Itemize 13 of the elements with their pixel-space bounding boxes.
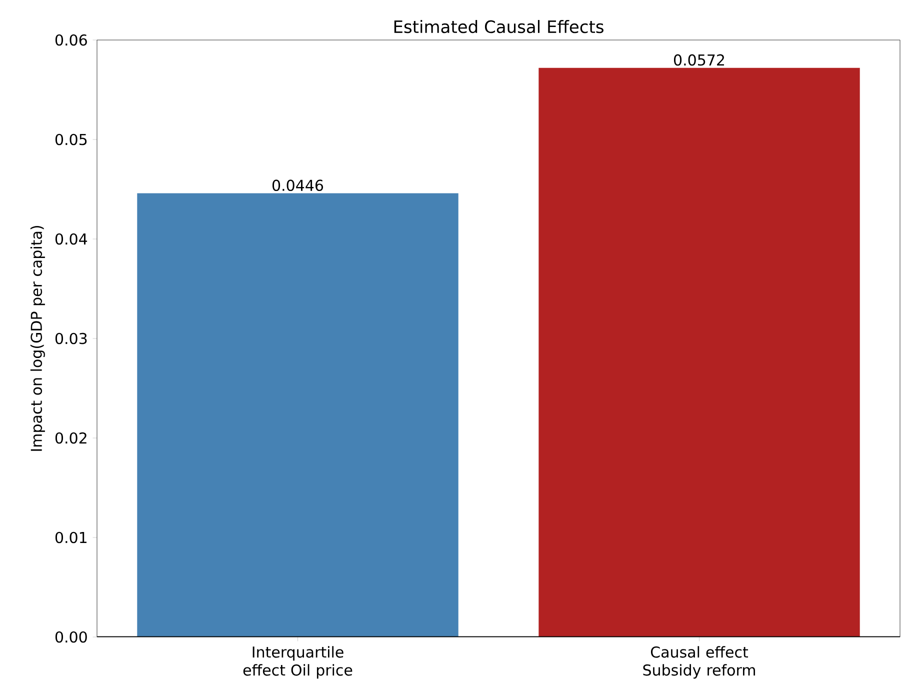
data-label: 0.0446 xyxy=(272,180,324,192)
y-tick-label: 0.01 xyxy=(55,532,86,544)
y-tick-label: 0.04 xyxy=(55,233,88,245)
x-tick-label: Causal effect Subsidy reform xyxy=(643,646,755,679)
y-tick-label: 0.02 xyxy=(55,432,86,444)
chart-title: Estimated Causal Effects xyxy=(394,20,604,34)
x-tick-label: Interquartile effect Oil price xyxy=(243,646,352,679)
y-tick-label: 0.00 xyxy=(55,631,87,643)
y-tick-label: 0.05 xyxy=(55,134,87,146)
y-tick-label: 0.03 xyxy=(55,332,87,344)
y-tick-label: 0.06 xyxy=(55,34,87,46)
y-axis-title: Impact on log(GDP per capita) xyxy=(30,226,45,451)
data-label: 0.0572 xyxy=(674,54,724,66)
